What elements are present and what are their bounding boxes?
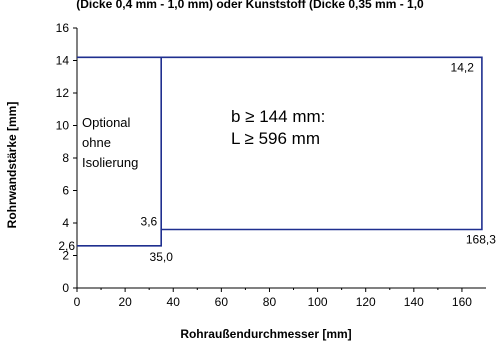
x-tick-label: 160 [452,295,472,309]
x-tick-label: 20 [118,295,132,309]
x-tick-label: 0 [74,295,81,309]
x-tick-label: 120 [356,295,376,309]
region-right-line: b ≥ 144 mm: [231,107,325,126]
region-left-line: Isolierung [82,155,138,170]
point-label: 168,3 [466,233,496,247]
region-left-line: Optional [82,115,131,130]
y-tick-label: 10 [56,119,70,133]
y-tick-label: 2 [62,249,69,263]
x-tick-label: 140 [404,295,424,309]
y-tick-label: 16 [56,21,70,35]
y-tick-label: 14 [56,54,70,68]
y-tick-label: 0 [62,281,69,295]
x-tick-label: 100 [308,295,328,309]
x-axis-title: Rohraußendurchmesser [mm] [180,327,351,341]
point-label: 3,6 [141,215,158,229]
chart-point-labels: 2,6 35,0 3,6 168,3 14,2 [58,60,496,264]
chart-title-fragment: (Dicke 0,4 mm - 1,0 mm) oder Kunststoff … [76,0,424,11]
y-tick-label: 8 [62,151,69,165]
region-left-line: ohne [82,135,111,150]
y-tick-label: 4 [62,216,69,230]
point-label: 2,6 [58,239,75,253]
x-tick-label: 40 [167,295,181,309]
series-line-1 [77,56,483,247]
y-tick-label: 6 [62,184,69,198]
region-right-line: L ≥ 596 mm [231,129,320,148]
x-tick-label: 80 [263,295,277,309]
y-tick-label: 12 [56,86,70,100]
region-texts: Optional ohne Isolierung b ≥ 144 mm: L ≥ 596… [82,107,325,170]
x-tick-label: 60 [215,295,229,309]
y-axis-title: Rohrwandstärke [mm] [5,102,19,229]
point-label: 14,2 [451,60,475,74]
point-label: 35,0 [150,250,174,264]
chart-marks [77,56,483,247]
